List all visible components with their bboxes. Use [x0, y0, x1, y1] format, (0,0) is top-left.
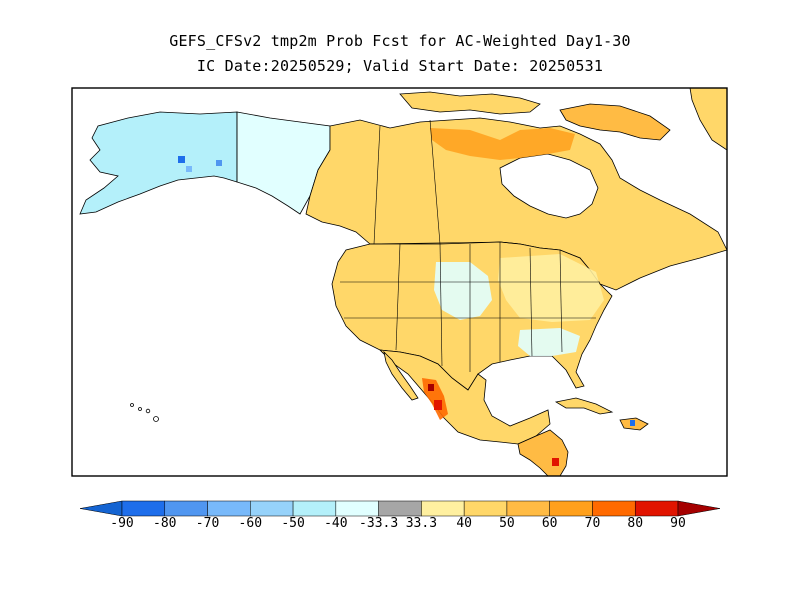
region-southeast-us: [518, 328, 580, 356]
hot-spot: [434, 400, 442, 410]
colorbar-bin: [164, 500, 208, 517]
hot-spot: [428, 384, 434, 391]
colorbar-tick-label: -90: [110, 516, 134, 531]
chart-title: GEFS_CFSv2 tmp2m Prob Fcst for AC-Weight…: [169, 32, 631, 50]
colorbar-bin: [207, 500, 251, 517]
colorbar-bin: [378, 500, 422, 517]
colorbar-arrow-left: [79, 500, 123, 517]
colorbar-bin: [549, 500, 593, 517]
baffin-island: [559, 103, 671, 141]
chart-subtitle: IC Date:20250529; Valid Start Date: 2025…: [196, 57, 604, 75]
cold-spot: [216, 160, 222, 166]
greenland-edge: [689, 88, 727, 151]
colorbar-tick-label: 80: [627, 516, 644, 531]
arctic-islands: [399, 91, 541, 115]
colorbar-bin: [421, 500, 465, 517]
colorbar-tick-label: -80: [153, 516, 177, 531]
colorbar-bin: [250, 500, 294, 517]
cold-spot: [186, 166, 192, 172]
cuba: [554, 397, 614, 415]
colorbar-bin: [292, 500, 337, 517]
region-central-plains: [434, 262, 492, 320]
colorbar-bin: [121, 500, 166, 517]
colorbar-bin: [592, 500, 636, 517]
boundaries: [236, 112, 600, 372]
colorbar-tick-label: -50: [281, 516, 305, 531]
hot-spot: [552, 458, 559, 466]
colorbar-tick-label: -60: [238, 516, 263, 531]
colorbar-tick-label: 60: [541, 516, 558, 531]
colorbar-tick-label: 70: [584, 516, 601, 531]
baja-california: [383, 350, 419, 401]
colorbar-arrow-right: [677, 500, 721, 517]
hawaii-islands: [130, 403, 159, 422]
colorbar-bin: [506, 500, 550, 517]
colorbar-bin: [463, 500, 508, 517]
colorbar-tick-label: -70: [195, 516, 220, 531]
colorbar-tick-label: -40: [324, 516, 348, 531]
colorbar-tick-label: 40: [456, 516, 472, 531]
map-frame: [71, 87, 728, 477]
colorbar-bin: [335, 500, 379, 517]
region-alaska: [79, 111, 238, 215]
region-northern-canada: [305, 117, 727, 291]
colorbar-tick-label: 33.3: [405, 516, 438, 531]
colorbar-tick-label: 90: [670, 516, 686, 531]
cold-spot: [178, 156, 185, 163]
hudson-bay: [499, 153, 599, 219]
cool-spot: [630, 420, 635, 426]
region-northeast-us: [498, 254, 604, 322]
region-hudson-bay-north: [430, 128, 575, 160]
colorbar-bin: [634, 500, 679, 517]
colorbar-tick-label: 50: [499, 516, 515, 531]
colorbar-tick-label: -33.3: [359, 516, 399, 531]
